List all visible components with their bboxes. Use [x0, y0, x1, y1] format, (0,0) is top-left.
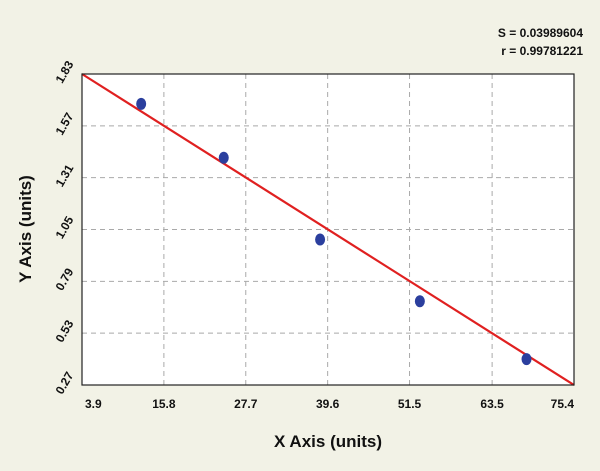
x-tick-label: 63.5 [480, 397, 504, 411]
x-tick-label: 39.6 [316, 397, 340, 411]
data-point [414, 295, 425, 308]
x-tick-label: 15.8 [152, 397, 176, 411]
y-tick-label: 1.57 [53, 110, 77, 138]
plot-frame [81, 73, 575, 386]
x-tick-label: 3.9 [85, 397, 102, 411]
y-tick-labels: 1.83 1.57 1.31 1.05 0.79 0.53 0.27 [53, 58, 77, 397]
y-axis-title: Y Axis (units) [16, 175, 35, 283]
x-tick-label: 27.7 [234, 397, 258, 411]
fit-line-group [81, 73, 575, 386]
data-points [136, 97, 532, 366]
data-point [218, 151, 229, 164]
x-tick-label: 51.5 [398, 397, 422, 411]
y-tick-label: 1.83 [53, 58, 77, 86]
fit-line [81, 73, 575, 386]
x-tick-labels: 3.9 15.8 27.7 39.6 51.5 63.5 75.4 [85, 397, 574, 411]
data-point [136, 97, 147, 110]
y-tick-label: 1.05 [53, 214, 77, 242]
x-tick-label: 75.4 [551, 397, 575, 411]
y-tick-label: 0.27 [53, 369, 77, 397]
x-axis-title: X Axis (units) [274, 432, 382, 451]
data-point [521, 353, 532, 366]
y-tick-label: 1.31 [53, 162, 77, 190]
stat-s: S = 0.03989604 [498, 26, 583, 40]
y-tick-label: 0.53 [53, 317, 77, 345]
stat-r: r = 0.99781221 [501, 44, 583, 58]
y-tick-label: 0.79 [53, 265, 77, 293]
data-point [315, 233, 326, 246]
